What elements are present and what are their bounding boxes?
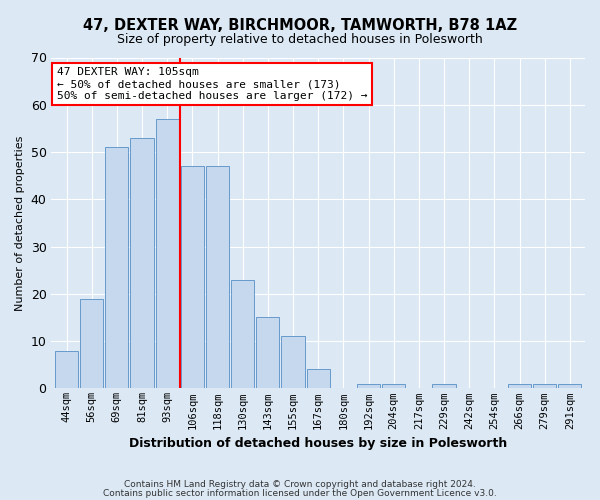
Bar: [206, 166, 229, 388]
Bar: [55, 350, 78, 389]
Text: 47 DEXTER WAY: 105sqm
← 50% of detached houses are smaller (173)
50% of semi-det: 47 DEXTER WAY: 105sqm ← 50% of detached …: [57, 68, 367, 100]
Bar: [533, 384, 556, 388]
Bar: [559, 384, 581, 388]
Bar: [433, 384, 455, 388]
Bar: [80, 298, 103, 388]
Text: Size of property relative to detached houses in Polesworth: Size of property relative to detached ho…: [117, 32, 483, 46]
Bar: [508, 384, 531, 388]
Bar: [307, 370, 330, 388]
Bar: [231, 280, 254, 388]
Bar: [281, 336, 305, 388]
Bar: [181, 166, 204, 388]
Bar: [256, 318, 280, 388]
Y-axis label: Number of detached properties: Number of detached properties: [15, 136, 25, 310]
Bar: [105, 148, 128, 388]
Text: Contains HM Land Registry data © Crown copyright and database right 2024.: Contains HM Land Registry data © Crown c…: [124, 480, 476, 489]
Bar: [155, 119, 179, 388]
Bar: [357, 384, 380, 388]
Bar: [130, 138, 154, 388]
Text: 47, DEXTER WAY, BIRCHMOOR, TAMWORTH, B78 1AZ: 47, DEXTER WAY, BIRCHMOOR, TAMWORTH, B78…: [83, 18, 517, 32]
X-axis label: Distribution of detached houses by size in Polesworth: Distribution of detached houses by size …: [129, 437, 508, 450]
Text: Contains public sector information licensed under the Open Government Licence v3: Contains public sector information licen…: [103, 489, 497, 498]
Bar: [382, 384, 405, 388]
